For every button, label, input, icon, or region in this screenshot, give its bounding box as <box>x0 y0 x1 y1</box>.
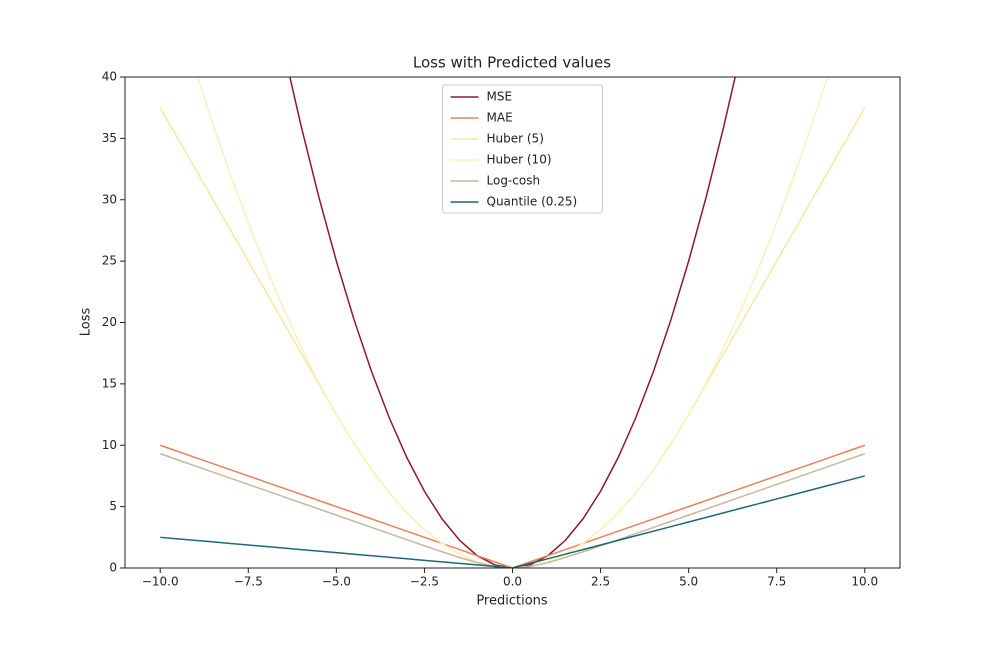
x-tick-label: 10.0 <box>851 575 878 589</box>
legend-box <box>442 84 603 214</box>
x-tick-label: −5.0 <box>322 575 351 589</box>
y-tick-label: 10 <box>102 438 117 452</box>
y-tick-label: 20 <box>102 315 117 329</box>
x-tick-label: −2.5 <box>410 575 439 589</box>
plot-lines <box>159 77 866 568</box>
y-axis-label: Loss <box>79 308 94 337</box>
series-line <box>160 475 865 568</box>
series-line <box>159 453 866 568</box>
y-tick-label: 0 <box>109 561 117 575</box>
legend-label: Quantile (0.25) <box>487 195 578 209</box>
y-tick-label: 5 <box>109 499 117 513</box>
x-tick-label: 5.0 <box>679 575 698 589</box>
legend-label: MSE <box>487 90 513 104</box>
legend-label: Huber (10) <box>487 153 552 167</box>
x-tick-label: 0.0 <box>503 575 522 589</box>
x-tick-label: 7.5 <box>767 575 786 589</box>
series-line <box>159 444 866 568</box>
y-tick-label: 35 <box>102 131 117 145</box>
x-axis-label: Predictions <box>476 594 548 609</box>
legend-label: MAE <box>487 111 513 125</box>
plot-frame <box>124 76 901 569</box>
x-tick-label: 2.5 <box>591 575 610 589</box>
y-tick-label: 40 <box>102 70 117 84</box>
y-tick-label: 25 <box>102 254 117 268</box>
x-tick-label: −10.0 <box>142 575 179 589</box>
x-tick-label: −7.5 <box>234 575 263 589</box>
legend-label: Log-cosh <box>487 174 541 188</box>
y-tick-label: 30 <box>102 192 117 206</box>
chart-title: Loss with Predicted values <box>413 54 611 72</box>
series-line <box>159 107 866 568</box>
legend-label: Huber (5) <box>487 132 544 146</box>
y-tick-label: 15 <box>102 376 117 390</box>
series-line <box>196 77 829 568</box>
